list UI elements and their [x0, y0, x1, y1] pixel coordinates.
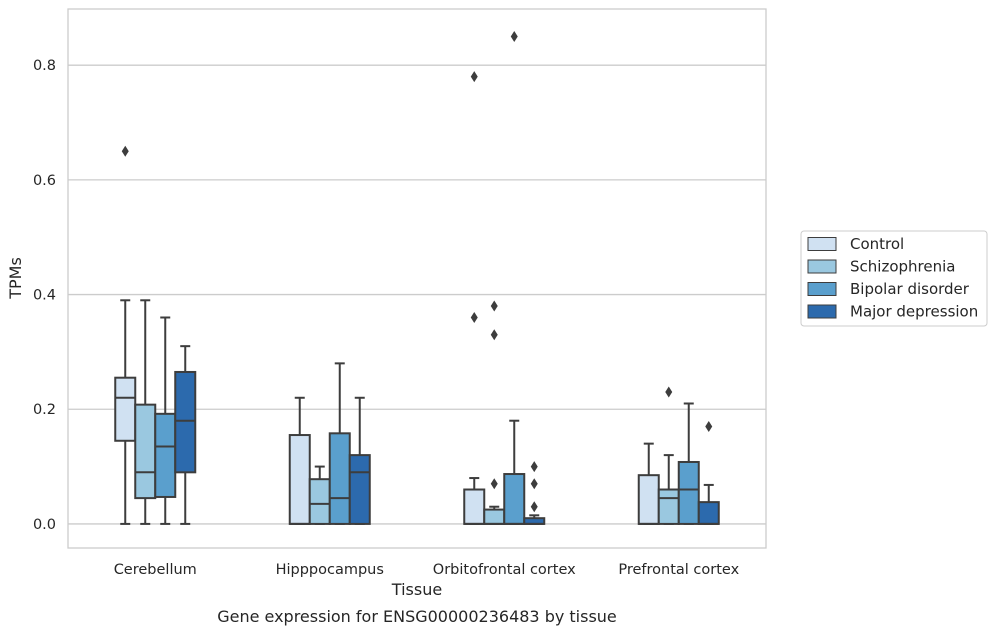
box-group: [463, 71, 486, 525]
series-major-depression: [174, 345, 720, 525]
box-group: [503, 31, 526, 525]
box: [154, 412, 177, 498]
box-group: [328, 362, 351, 525]
outlier-point: [665, 386, 673, 398]
outlier-point: [121, 145, 129, 157]
x-tick-label: Orbitofrontal cortex: [433, 562, 576, 578]
plot-area: [114, 31, 720, 525]
outlier-point: [530, 501, 538, 513]
box: [637, 474, 660, 525]
box-group: [308, 465, 331, 525]
y-tick-label: 0.2: [33, 402, 56, 418]
box-group: [174, 345, 197, 525]
outlier-point: [490, 329, 498, 341]
series-schizophrenia: [134, 299, 680, 525]
legend: Control Schizophrenia Bipolar disorder Majo…: [800, 230, 988, 327]
series-bipolar-disorder: [154, 31, 700, 525]
outlier-point: [470, 311, 478, 323]
box-group: [483, 300, 506, 525]
box: [348, 454, 371, 525]
legend-swatch: [807, 237, 837, 251]
y-tick-label: 0.4: [33, 288, 56, 304]
box: [328, 432, 351, 525]
x-axis-label: Tissue: [391, 580, 442, 599]
legend-label: Bipolar disorder: [850, 280, 970, 298]
outlier-point: [470, 71, 478, 83]
box: [697, 501, 720, 525]
box: [677, 460, 700, 525]
legend-frame: [800, 230, 988, 327]
box: [288, 434, 311, 525]
box: [174, 370, 197, 474]
legend-label: Control: [850, 235, 904, 253]
box-group: [348, 396, 371, 525]
legend-label: Schizophrenia: [850, 258, 955, 276]
x-axis-ticks: Cerebellum Hipppocampus Orbitofrontal cort…: [114, 562, 740, 578]
box-group: [114, 145, 137, 525]
plot-frame: [67, 8, 767, 549]
x-tick-label: Hipppocampus: [276, 562, 384, 578]
y-tick-label: 0.6: [33, 173, 56, 189]
box-group: [697, 420, 720, 525]
legend-swatch: [807, 259, 837, 274]
outlier-point: [705, 420, 713, 432]
outlier-point: [530, 478, 538, 490]
box: [503, 473, 526, 525]
x-tick-label: Cerebellum: [114, 562, 197, 578]
legend-swatch: [807, 282, 837, 296]
y-tick-label: 0.0: [33, 517, 56, 533]
box-group: [288, 396, 311, 525]
outlier-point: [510, 31, 518, 43]
outlier-point: [530, 461, 538, 473]
box: [483, 508, 506, 525]
box: [657, 488, 680, 525]
box: [114, 376, 137, 442]
box-group: [657, 386, 680, 525]
legend-label: Major depression: [850, 303, 978, 321]
x-tick-label: Prefrontal cortex: [618, 562, 739, 578]
outlier-point: [490, 300, 498, 312]
box: [463, 488, 486, 525]
figure-caption: Gene expression for ENSG00000236483 by t…: [217, 607, 617, 626]
outlier-point: [490, 478, 498, 490]
box: [134, 403, 157, 500]
box-group: [677, 402, 700, 525]
y-axis-label: TPMs: [6, 257, 25, 300]
series-control: [114, 71, 660, 525]
y-axis-ticks: 0.0 0.2 0.4 0.6 0.8: [33, 58, 56, 533]
box-group: [134, 299, 157, 525]
box-group: [523, 461, 546, 525]
box-group: [154, 316, 177, 525]
box-group: [637, 442, 660, 525]
y-tick-label: 0.8: [33, 58, 56, 74]
legend-swatch: [807, 304, 837, 319]
box: [308, 478, 331, 525]
